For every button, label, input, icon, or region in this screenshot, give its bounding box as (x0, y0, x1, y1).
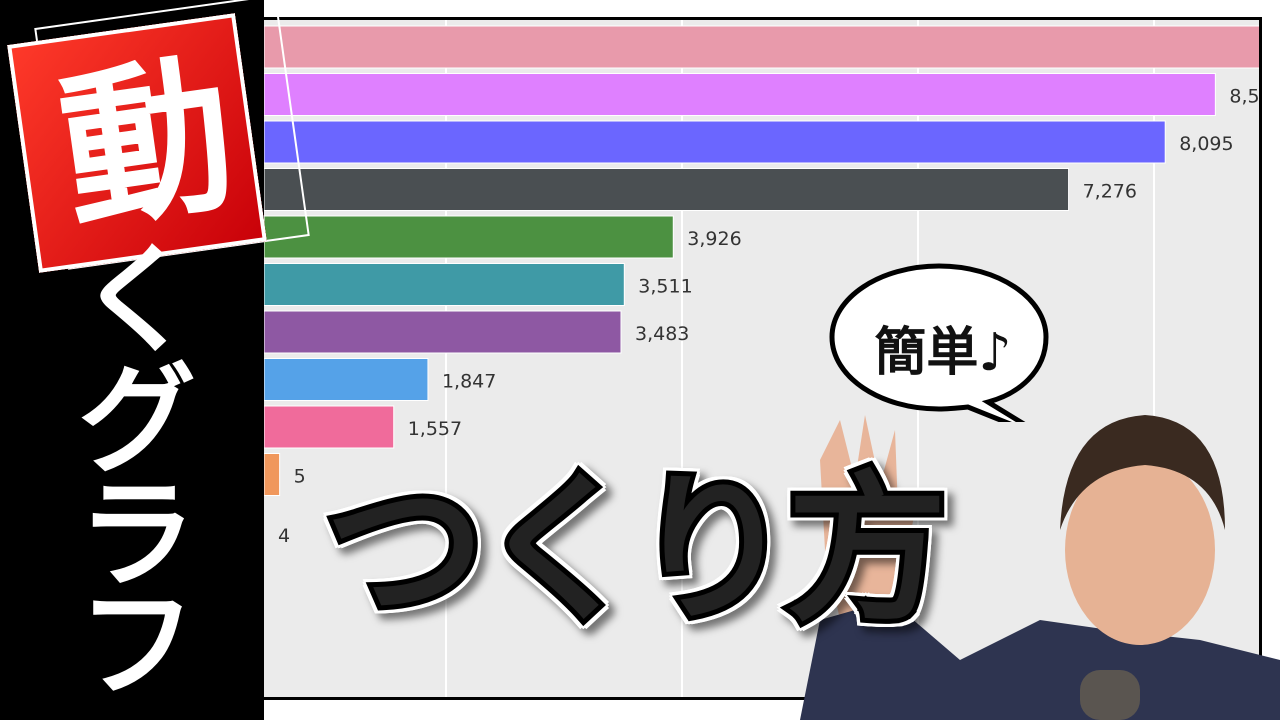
bar (264, 310, 622, 354)
data-label: 8,52 (1229, 86, 1262, 108)
data-label: 1,557 (408, 418, 462, 440)
badge-text: 動 (50, 35, 246, 255)
bar (264, 358, 429, 401)
bubble-text: 簡単♪ (874, 323, 1012, 383)
bar-chart: 8,52 8,095 7,276 3,926 3,511 3,483 1,847 1,557 5… (264, 17, 1262, 700)
data-label: 3,926 (687, 228, 741, 250)
bar (264, 73, 1216, 116)
bar (264, 405, 395, 449)
bar-chart-svg: 8,52 8,095 7,276 3,926 3,511 3,483 1,847 1,557 5… (264, 20, 1262, 697)
bar (264, 453, 281, 496)
vertical-char: ラ (78, 466, 197, 604)
speech-bubble (829, 263, 1049, 422)
data-label: 1,847 (442, 371, 496, 393)
data-label: 8,095 (1179, 133, 1233, 155)
data-label: 7,276 (1083, 181, 1137, 203)
bar (264, 120, 1166, 164)
vertical-char: グ (78, 351, 197, 489)
bar (264, 263, 625, 306)
bar (264, 25, 1259, 69)
bar (264, 215, 674, 259)
left-title-panel: 動 く グ ラ フ (0, 0, 310, 720)
vertical-char: く (78, 231, 197, 369)
vertical-char: フ (78, 576, 197, 714)
data-label: 4 (278, 525, 290, 547)
bar (264, 168, 1070, 211)
data-label: 3,483 (635, 323, 689, 345)
data-label: 5 (294, 466, 306, 488)
data-label: 3,511 (638, 276, 692, 298)
title-text: つくり方 (320, 456, 952, 643)
person-photo (800, 415, 1280, 720)
